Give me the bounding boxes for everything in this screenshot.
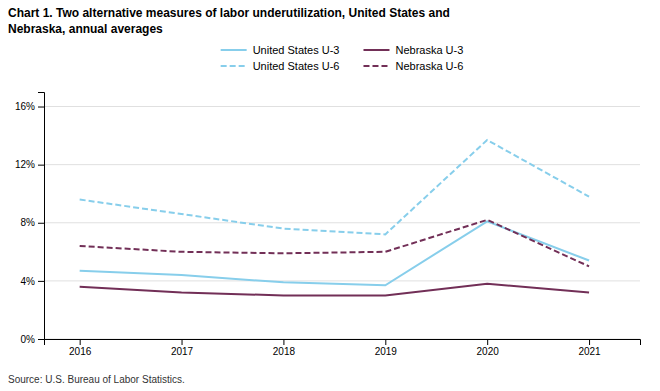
x-tick-mark — [182, 339, 183, 345]
source-note: Source: U.S. Bureau of Labor Statistics. — [8, 374, 185, 385]
legend-label: United States U-6 — [253, 60, 340, 72]
y-axis: 0% 4% 8% 12% 16% — [15, 93, 45, 345]
legend-swatch — [363, 49, 389, 51]
x-tick-mark — [385, 339, 386, 345]
grid — [44, 107, 640, 339]
title: Nebraska, annual averages — [8, 22, 163, 36]
legend-label: Nebraska U-3 — [395, 44, 463, 56]
grid-line — [44, 222, 640, 223]
x-tick: 2019 — [375, 339, 398, 357]
x-axis-line — [45, 340, 641, 346]
x-tick: 2016 — [69, 339, 92, 357]
legend-item: Nebraska U-3 — [363, 44, 463, 56]
grid-line — [44, 164, 640, 165]
y-tick: 8% — [21, 217, 44, 228]
series-line — [80, 220, 589, 266]
legend-swatch — [363, 65, 389, 67]
grid-line — [44, 280, 640, 281]
y-tick-mark — [38, 165, 44, 166]
y-tick-mark — [38, 339, 44, 340]
legend-item: Nebraska U-6 — [363, 60, 463, 72]
series-line — [80, 140, 589, 234]
x-tick-label: 2019 — [375, 346, 398, 357]
x-tick: 2021 — [578, 339, 601, 357]
x-tick-mark — [487, 339, 488, 345]
y-tick-mark — [38, 107, 44, 108]
y-axis-line — [38, 93, 45, 340]
x-tick-label: 2021 — [578, 346, 601, 357]
legend-swatch — [221, 65, 247, 67]
lines — [80, 140, 589, 295]
series-line — [80, 284, 589, 296]
y-tick: 16% — [15, 101, 44, 112]
y-tick-label: 12% — [15, 159, 35, 170]
legend-item: United States U-3 — [221, 44, 340, 56]
y-tick-label: 0% — [21, 334, 36, 345]
y-tick: 12% — [15, 159, 44, 170]
x-tick-mark — [589, 339, 590, 345]
x-tick-label: 2017 — [171, 346, 194, 357]
x-tick-label: 2018 — [273, 346, 296, 357]
title-group: Chart 1. Two alternative measures of lab… — [8, 6, 450, 36]
y-tick-mark — [38, 223, 44, 224]
y-tick: 0% — [21, 334, 44, 345]
x-tick: 2020 — [477, 339, 500, 357]
legend: United States U-3 United States U-6 Nebras… — [221, 44, 464, 72]
x-tick-label: 2020 — [477, 346, 500, 357]
legend-swatch — [221, 49, 247, 51]
y-tick-mark — [38, 281, 44, 282]
legend-label: Nebraska U-6 — [395, 60, 463, 72]
x-tick-label: 2016 — [69, 346, 92, 357]
x-tick-mark — [283, 339, 284, 345]
grid-line — [44, 106, 640, 107]
x-tick: 2018 — [273, 339, 296, 357]
y-tick-label: 4% — [21, 276, 36, 287]
x-axis: 2016 2017 2018 2019 2020 2021 — [45, 339, 641, 357]
y-tick-label: 8% — [21, 217, 36, 228]
chart: Chart 1. Two alternative measures of lab… — [0, 0, 660, 391]
x-tick-mark — [80, 339, 81, 345]
y-tick-label: 16% — [15, 101, 35, 112]
legend-label: United States U-3 — [253, 44, 340, 56]
legend-item: United States U-6 — [221, 60, 340, 72]
x-tick: 2017 — [171, 339, 194, 357]
title: Chart 1. Two alternative measures of lab… — [8, 6, 450, 20]
y-tick: 4% — [21, 276, 44, 287]
